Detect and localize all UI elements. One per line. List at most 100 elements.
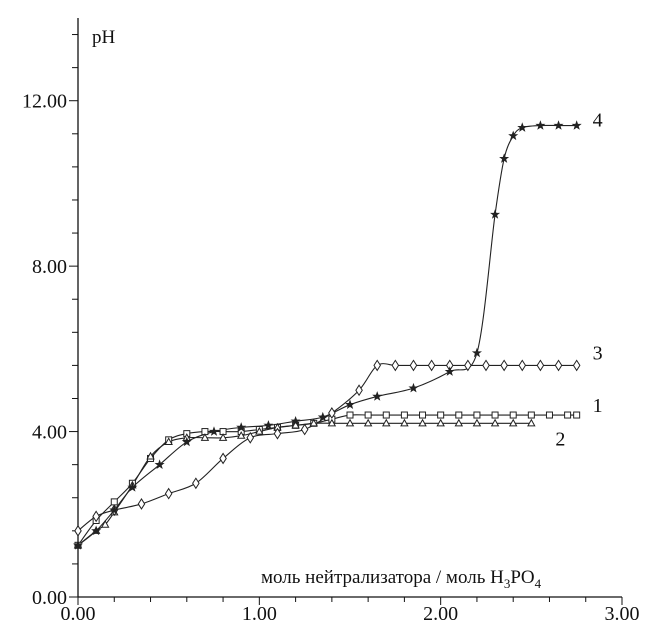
series-3-point (518, 359, 527, 372)
series-4-point (471, 347, 482, 358)
series-3-point (273, 427, 282, 440)
series-2-point (146, 451, 155, 460)
series-4-point (236, 422, 247, 432)
y-axis-title: pH (92, 27, 116, 48)
series-4-point (109, 504, 120, 515)
series-1-point (527, 411, 535, 419)
series-3-point (464, 359, 472, 372)
series-2-point (218, 433, 228, 441)
x-tick-label: 3.00 (605, 603, 640, 625)
series-2-point (472, 418, 482, 427)
series-1-point (364, 411, 372, 419)
series-4-point (517, 122, 528, 132)
series-1-point (110, 498, 118, 506)
series-2-point (164, 437, 173, 446)
series-labels: 1 2 3 4 (555, 110, 602, 451)
series-2-point (400, 418, 409, 427)
series-2-point (309, 418, 318, 427)
series-4-point (344, 399, 356, 409)
series-3-point (409, 359, 418, 372)
series-3-point (137, 498, 146, 510)
x-axis-title: моль нейтрализатора / моль H3PO4 (261, 567, 542, 591)
series-3-point (300, 423, 309, 436)
series-2-point (508, 418, 518, 427)
series-4-point (208, 426, 220, 436)
series-3-point (219, 452, 227, 465)
y-tick-label: 12.00 (22, 91, 67, 113)
series-curves (77, 124, 577, 546)
series-3-point (427, 359, 436, 372)
series-2-point (418, 418, 427, 427)
series-4-point (553, 120, 564, 130)
series-1-label: 1 (593, 395, 603, 417)
series-1-point (346, 411, 354, 419)
series-1-point (437, 411, 445, 419)
series-4-point (317, 411, 328, 422)
axis-ticks (69, 34, 623, 605)
series-3-point (92, 510, 100, 523)
series-4-point (490, 209, 501, 219)
series-4-point (499, 153, 510, 163)
series-2-point (382, 418, 391, 427)
x-axis-title-sub-4: 4 (535, 576, 542, 591)
series-1-point (473, 411, 481, 419)
x-tick-label: 1.00 (242, 603, 277, 625)
series-1-point (509, 411, 517, 419)
series-4-point (444, 366, 455, 376)
series-2-point (490, 418, 500, 427)
series-4-point (181, 436, 192, 447)
axes (77, 18, 622, 598)
series-4-point (91, 525, 102, 536)
series-4-point (408, 382, 419, 393)
series-2-point (363, 418, 373, 427)
y-tick-label: 0.00 (32, 587, 67, 609)
series-2-label: 2 (555, 428, 565, 450)
series-2-point (454, 418, 464, 427)
series-1-point (419, 411, 427, 419)
x-axis-title-main: моль нейтрализатора / моль H (261, 567, 504, 588)
series-3-label: 3 (593, 342, 603, 364)
series-3-point (192, 477, 200, 490)
series-4-point (372, 391, 383, 401)
series-1-line (77, 414, 577, 546)
series-4-point (127, 482, 138, 492)
series-4-line (77, 124, 577, 546)
series-1-point (545, 411, 553, 419)
series-3-point (355, 384, 363, 397)
series-1-point (564, 411, 572, 419)
series-2-point (327, 418, 337, 427)
series-3-point (246, 431, 255, 444)
series-2-point (291, 420, 300, 429)
series-3-point (536, 359, 545, 372)
series-3-point (500, 359, 508, 372)
series-1-point (382, 411, 390, 419)
series-2-point (436, 418, 445, 427)
series-3-point (74, 524, 82, 537)
series-4-point (571, 120, 582, 130)
x-axis-title-sub-3: 3 (504, 576, 511, 591)
series-3-point (391, 359, 400, 372)
series-3-point (373, 359, 381, 372)
series-4-point (154, 459, 165, 469)
series-4-point (72, 540, 84, 550)
series-2-point (100, 519, 110, 528)
series-3-point (482, 359, 490, 372)
series-1-point (455, 411, 463, 419)
series-1-point (573, 411, 581, 419)
series-4-point (263, 420, 274, 430)
series-2-point (345, 418, 355, 427)
series-4-label: 4 (593, 110, 603, 132)
series-2-point (200, 433, 210, 441)
series-4-point (535, 120, 546, 130)
x-tick-label: 0.00 (61, 603, 96, 625)
series-3-point (572, 359, 581, 372)
series-2-point (255, 426, 264, 435)
y-tick-label: 8.00 (32, 256, 67, 278)
x-axis-title-po: PO (510, 567, 534, 588)
series-1-point (400, 411, 408, 419)
series-3-point (328, 407, 336, 419)
series-2-line (77, 422, 532, 546)
series-3-point (554, 359, 563, 372)
series-4-point (290, 415, 301, 426)
